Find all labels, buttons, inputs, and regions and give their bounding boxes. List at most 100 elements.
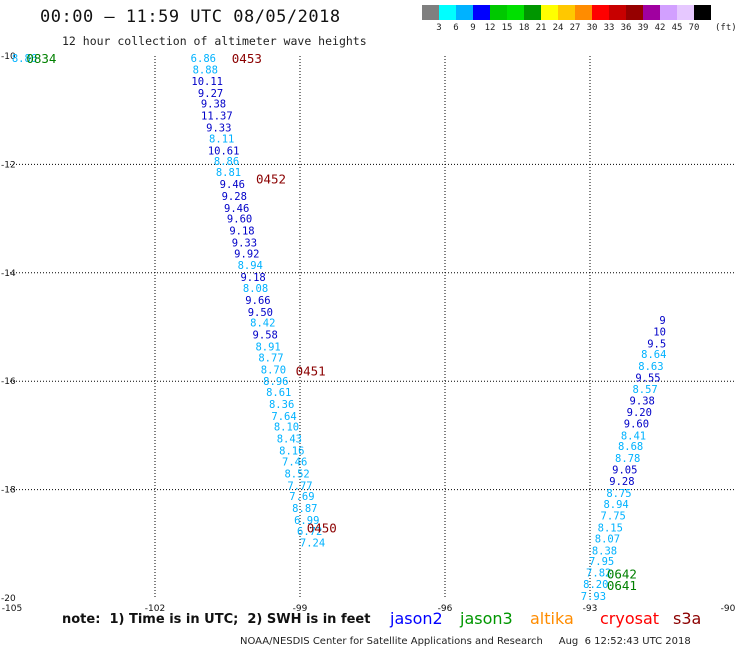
wave-height-value: 8.94 (603, 499, 628, 511)
wave-height-value: 10.11 (191, 76, 223, 88)
wave-height-value: 7.82 (586, 568, 611, 580)
wave-height-value: 8.86 (214, 156, 239, 168)
wave-height-value: 9.55 (635, 372, 660, 384)
lat-tick-label: -14 (1, 269, 16, 279)
lon-tick-label: -93 (583, 604, 598, 614)
wave-height-value: 8.75 (606, 488, 631, 500)
wave-height-value: 9.60 (624, 418, 649, 430)
wave-height-value: 8.77 (258, 352, 283, 364)
wave-height-value: 8.52 (284, 468, 309, 480)
color-legend-label: 12 (484, 23, 496, 33)
wave-height-value: 9.20 (627, 407, 652, 419)
wave-height-value: 8.36 (269, 399, 294, 411)
units-note: note: 1) Time is in UTC; 2) SWH is in fe… (62, 612, 371, 627)
color-legend-label: 33 (603, 23, 615, 33)
color-swatch (524, 5, 541, 20)
pass-time-label: 0453 (232, 51, 262, 66)
wave-height-value: 9.38 (630, 396, 655, 408)
wave-height-value: 8.10 (274, 422, 299, 434)
color-swatch (643, 5, 660, 20)
color-legend-label: 15 (501, 23, 513, 33)
wave-height-value: 9.38 (201, 99, 226, 111)
lon-tick-label: -99 (293, 604, 308, 614)
wave-height-value: 10 (653, 326, 666, 338)
wave-height-value: 8.94 (238, 260, 263, 272)
wave-height-value: 9.5 (647, 338, 666, 350)
lat-tick-label: -20 (1, 594, 16, 604)
wave-height-value: 8.15 (598, 523, 623, 535)
color-legend-label: 30 (586, 23, 598, 33)
pass-time-label: 0452 (256, 171, 286, 186)
lat-tick-label: -12 (1, 160, 16, 170)
wave-height-value: 9.05 (612, 465, 637, 477)
color-swatch (558, 5, 575, 20)
wave-height-value: 8.81 (216, 167, 241, 179)
pass-time-label: 0450 (307, 521, 337, 536)
wave-height-value: 7.93 (581, 591, 606, 603)
pass-time-label: 0641 (607, 578, 637, 593)
wave-height-points: 6.868.8810.119.279.3811.379.338.1110.618… (12, 53, 667, 603)
wave-height-value: 9.28 (609, 476, 634, 488)
color-legend-label: 42 (654, 23, 666, 33)
lon-tick-label: -90 (721, 604, 736, 614)
wave-height-value: 8.57 (632, 384, 657, 396)
credit-line: NOAA/NESDIS Center for Satellite Applica… (240, 636, 691, 647)
wave-height-value: 8.38 (592, 545, 617, 557)
color-swatch (677, 5, 694, 20)
color-swatch (575, 5, 592, 20)
wave-height-value: 9.92 (234, 248, 259, 260)
color-swatch (473, 5, 490, 20)
wave-height-value: 9.46 (224, 203, 249, 215)
wave-height-value: 8.61 (266, 387, 291, 399)
wave-height-value: 8.07 (595, 533, 620, 545)
wave-height-value: 8.42 (250, 318, 275, 330)
lat-tick-label: -18 (1, 486, 16, 496)
color-legend-label: 21 (535, 23, 547, 33)
wave-height-value: 9.28 (222, 191, 247, 203)
color-swatch (694, 5, 711, 20)
color-swatch (541, 5, 558, 20)
wave-height-value: 7.69 (289, 491, 314, 503)
wave-height-value: 7.75 (601, 511, 626, 523)
wave-height-value: 9 (659, 315, 665, 327)
wave-height-value: 8.70 (261, 364, 286, 376)
color-legend-label: 3 (436, 23, 442, 33)
wave-height-value: 9.33 (232, 237, 257, 249)
wave-height-value: 8.91 (255, 342, 280, 354)
wave-height-value: 6.86 (191, 53, 216, 65)
color-legend-label: 18 (518, 23, 530, 33)
pass-time-label: 0834 (26, 51, 56, 66)
color-swatch (592, 5, 609, 20)
wave-height-value: 9.18 (229, 226, 254, 238)
color-swatch (507, 5, 524, 20)
color-swatch (609, 5, 626, 20)
wave-height-value: 9.50 (248, 307, 273, 319)
grid-lines (10, 56, 735, 598)
wave-height-value: 9.33 (206, 123, 231, 135)
wave-height-value: 8.08 (243, 283, 268, 295)
pass-time-label: 0642 (607, 567, 637, 582)
color-legend-label: 39 (637, 23, 649, 33)
lat-tick-label: -10 (1, 52, 16, 62)
color-legend-label: 70 (688, 23, 700, 33)
color-swatch (660, 5, 677, 20)
wave-height-value: 9.66 (245, 295, 270, 307)
color-legend-label: 27 (569, 23, 581, 33)
wave-height-value: 8.96 (263, 376, 288, 388)
lon-tick-label: -102 (145, 604, 165, 614)
wave-height-value: 8.20 (583, 579, 608, 591)
color-swatch (439, 5, 456, 20)
satellite-legend-cryosat: cryosat (600, 609, 660, 628)
map-title: 00:00 – 11:59 UTC 08/05/2018 (40, 7, 341, 27)
color-legend-label: 45 (671, 23, 683, 33)
wave-height-value: 6.72 (297, 526, 322, 538)
wave-height-value: 8.64 (641, 349, 666, 361)
wave-height-value: 9.58 (253, 330, 278, 342)
wave-height-value: 8.63 (638, 361, 663, 373)
lon-tick-label: -96 (438, 604, 453, 614)
wave-height-value: 8.87 (292, 503, 317, 515)
wave-height-value: 9.46 (220, 179, 245, 191)
wave-height-value: 7.46 (282, 456, 307, 468)
wave-height-value: 7.77 (287, 480, 312, 492)
